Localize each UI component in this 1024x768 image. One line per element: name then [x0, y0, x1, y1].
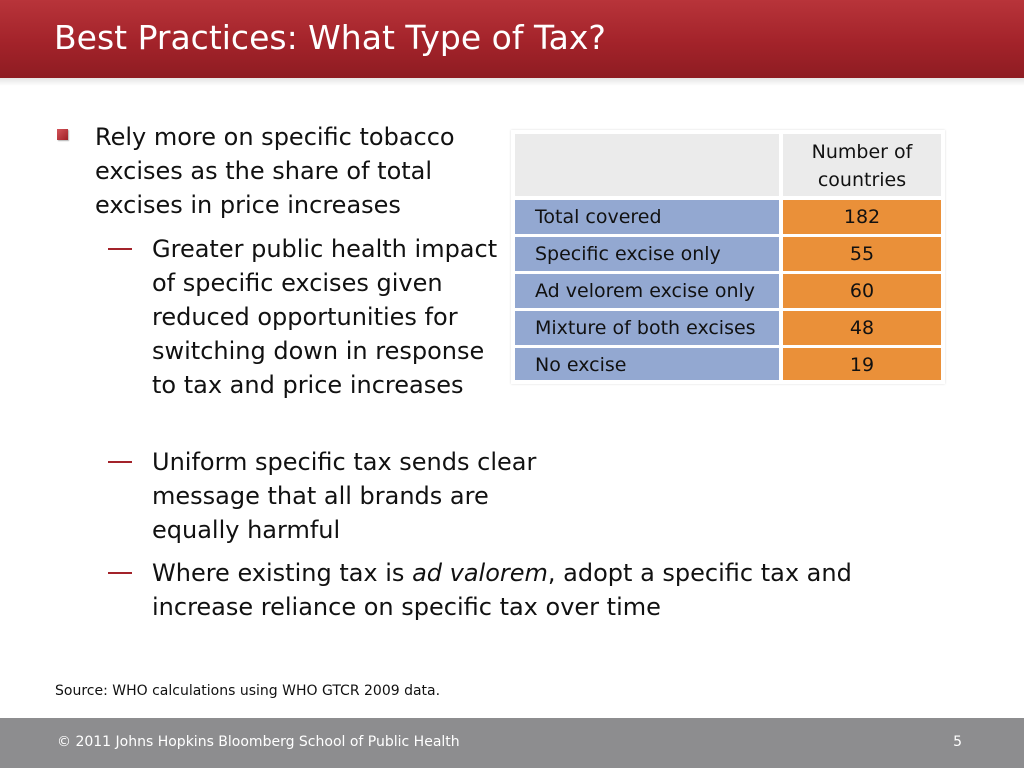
slide-title: Best Practices: What Type of Tax?	[54, 18, 606, 57]
dash-bullet-icon	[108, 461, 132, 463]
footer-bar: © 2011 Johns Hopkins Bloomberg School of…	[0, 718, 1024, 768]
table-row-label: No excise	[515, 348, 779, 380]
table-header-cell: Number of countries	[783, 134, 941, 196]
square-bullet-icon	[57, 129, 68, 140]
table-corner-cell	[515, 134, 779, 196]
table-row-label: Mixture of both excises	[515, 311, 779, 345]
table-row-value: 48	[783, 311, 941, 345]
page-number: 5	[953, 734, 962, 750]
title-bar: Best Practices: What Type of Tax?	[0, 0, 1024, 78]
dash-bullet-icon	[108, 572, 132, 574]
sub-bullet-text: Uniform specific tax sends clear message…	[152, 448, 537, 544]
copyright-text: © 2011 Johns Hopkins Bloomberg School of…	[57, 734, 460, 750]
title-bar-shadow	[0, 78, 1024, 86]
table-row-label: Ad velorem excise only	[515, 274, 779, 308]
table-row-value: 19	[783, 348, 941, 380]
sub-bullet-text: Greater public health impact of specific…	[152, 235, 498, 399]
sub-bullet-text-part: Where existing tax is	[152, 559, 413, 587]
dash-bullet-icon	[108, 248, 132, 250]
table-row-value: 182	[783, 200, 941, 234]
source-note: Source: WHO calculations using WHO GTCR …	[55, 683, 441, 699]
sub-bullet-emphasis: ad valorem	[412, 559, 548, 587]
table-row-value: 60	[783, 274, 941, 308]
table-row-value: 55	[783, 237, 941, 271]
table-row-label: Specific excise only	[515, 237, 779, 271]
main-bullet-text: Rely more on specific tobacco excises as…	[95, 123, 455, 219]
table-row-label: Total covered	[515, 200, 779, 234]
excise-table: Number of countries Total covered 182 Sp…	[511, 130, 945, 384]
sub-bullet-text: Where existing tax is ad valorem, adopt …	[152, 556, 912, 624]
sub-bullet-text-part: , adopt a specific tax and increase reli…	[152, 559, 852, 621]
